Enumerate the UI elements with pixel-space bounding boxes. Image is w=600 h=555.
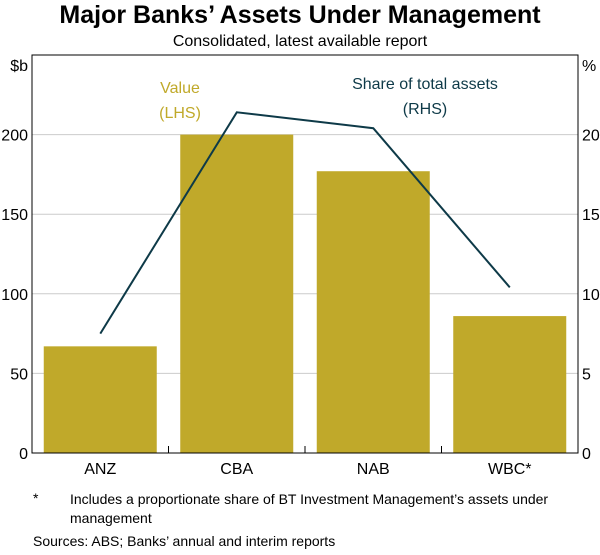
category-label: ANZ bbox=[84, 461, 116, 478]
left-tick-label: 50 bbox=[10, 366, 28, 383]
bars bbox=[43, 134, 567, 453]
share-series-sublabel: (RHS) bbox=[403, 101, 447, 118]
left-tick-label: 150 bbox=[1, 207, 28, 224]
category-label: WBC* bbox=[488, 461, 532, 478]
right-tick-label: 15 bbox=[582, 207, 600, 224]
sources-note: Sources: ABS; Banks’ annual and interim … bbox=[33, 533, 336, 549]
right-tick-label: 0 bbox=[582, 446, 591, 463]
bar bbox=[453, 316, 567, 453]
right-axis-unit: % bbox=[582, 58, 596, 75]
left-tick-labels: 0 50 100 150 200 bbox=[1, 128, 28, 463]
bar bbox=[180, 134, 294, 453]
share-series-label: Share of total assets bbox=[352, 76, 498, 93]
footnote-text: Includes a proportionate share of BT Inv… bbox=[70, 491, 549, 526]
category-label: NAB bbox=[357, 461, 390, 478]
category-labels: ANZ CBA NAB WBC* bbox=[84, 461, 531, 478]
footnote-mark: * bbox=[33, 490, 39, 506]
category-label: CBA bbox=[220, 461, 253, 478]
share-line bbox=[99, 111, 511, 335]
x-ticks bbox=[168, 446, 442, 453]
left-tick-label: 0 bbox=[19, 446, 28, 463]
right-tick-labels: 0 5 10 15 20 bbox=[582, 128, 600, 463]
chart-title: Major Banks’ Assets Under Management bbox=[59, 1, 541, 29]
chart-subtitle: Consolidated, latest available report bbox=[172, 33, 428, 50]
right-tick-label: 20 bbox=[582, 128, 600, 145]
right-tick-label: 10 bbox=[582, 287, 600, 304]
right-tick-label: 5 bbox=[582, 366, 591, 383]
left-tick-label: 100 bbox=[1, 287, 28, 304]
bar bbox=[316, 171, 430, 453]
value-series-label: Value bbox=[160, 80, 200, 97]
bar bbox=[43, 346, 157, 453]
value-series-sublabel: (LHS) bbox=[159, 105, 201, 122]
left-tick-label: 200 bbox=[1, 128, 28, 145]
left-axis-unit: $b bbox=[10, 58, 28, 75]
